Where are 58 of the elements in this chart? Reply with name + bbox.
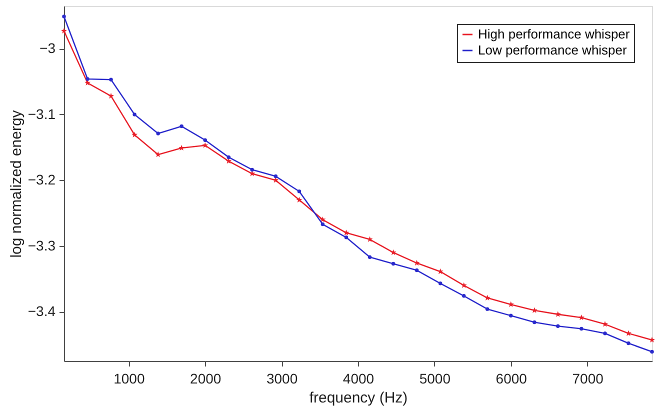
point [460,282,467,288]
x-tick-label: 1000 [114,370,145,386]
point [578,314,584,320]
legend-label: High performance whisper [478,26,630,42]
point [156,132,160,136]
point [368,255,372,259]
point [414,260,420,266]
x-tick-label: 4000 [342,370,374,386]
point [343,230,350,236]
point [202,142,208,148]
point [320,216,326,222]
x-axis-title: frequency (Hz) [309,390,408,406]
point [580,326,584,331]
point [86,77,90,81]
point [438,282,442,286]
point [414,268,419,272]
point [62,14,66,18]
x-tick-label: 3000 [266,370,298,386]
x-tick-label: 7000 [572,370,604,386]
y-axis-title: log normalized energy [8,110,25,258]
point [650,350,654,354]
point [390,249,396,256]
point [532,320,536,324]
point [226,155,231,160]
point [203,138,207,142]
point [108,92,114,99]
y-tick-label: −3.3 [28,237,56,254]
point [485,307,490,311]
point [178,144,185,151]
point [509,314,513,318]
point [297,190,302,194]
point [60,28,68,34]
point [344,236,348,240]
point [274,174,278,178]
x-tick-label: 5000 [419,370,451,386]
point [296,196,302,202]
legend-label: Low performance whisper [478,42,628,58]
point [648,336,656,343]
point [531,307,538,313]
point [132,132,138,138]
point [554,311,561,317]
point [132,112,136,116]
x-tick-label: 2000 [190,370,222,386]
point [180,124,184,128]
point [462,294,466,298]
y-tick-label: −3.4 [28,303,56,320]
point [603,332,607,336]
y-tick-label: −3.2 [28,172,56,188]
point [250,168,254,172]
point [626,341,630,346]
y-tick-label: −3 [40,40,56,56]
point [391,262,396,266]
point [109,78,113,82]
point [484,294,490,300]
point [556,324,560,328]
point [320,222,325,226]
x-tick-label: 6000 [496,370,528,386]
y-tick-label: −3.1 [28,106,56,122]
